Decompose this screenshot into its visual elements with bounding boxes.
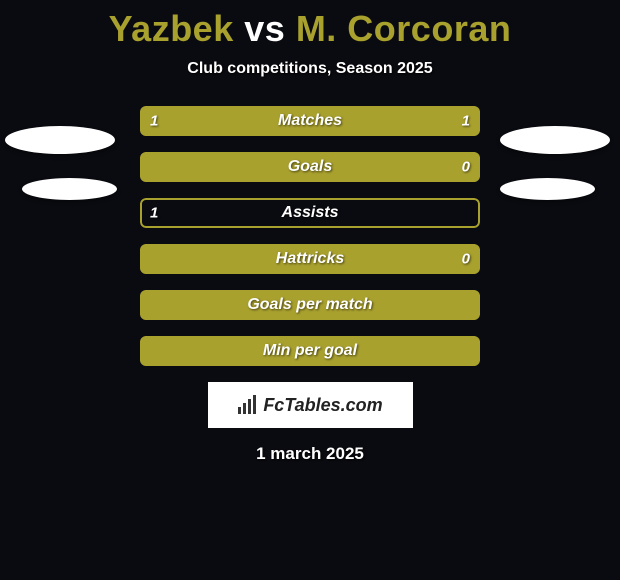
stat-label: Goals per match [247,296,372,314]
decorative-ellipse [22,178,117,200]
stat-value-left: 1 [150,113,158,130]
stat-label: Goals [288,158,332,176]
stat-label: Min per goal [263,342,357,360]
decorative-ellipse [500,126,610,154]
stat-row: Assists 1 [140,198,480,228]
stat-row: Matches 1 1 [140,106,480,136]
logo-box: FcTables.com [208,382,413,428]
decorative-ellipse [5,126,115,154]
chart-icon [237,395,259,415]
stat-value-right: 1 [462,113,470,130]
stat-label: Matches [278,112,342,130]
stat-label: Assists [282,204,339,222]
logo-text: FcTables.com [263,395,382,416]
stat-row: Goals 0 [140,152,480,182]
stat-bars: Matches 1 1 Goals 0 Assists 1 Hattricks 0 Goals p… [140,106,480,366]
stat-value-right: 0 [462,251,470,268]
date-label: 1 march 2025 [0,444,620,464]
page-title: Yazbek vs M. Corcoran [0,0,620,50]
stat-value-left: 1 [150,205,158,222]
decorative-ellipse [500,178,595,200]
player2-name: M. Corcoran [296,8,512,49]
player1-name: Yazbek [109,8,234,49]
stat-label: Hattricks [276,250,344,268]
stats-area: Matches 1 1 Goals 0 Assists 1 Hattricks 0 Goals p… [0,106,620,366]
stat-row: Goals per match [140,290,480,320]
stat-value-right: 0 [462,159,470,176]
stat-row: Min per goal [140,336,480,366]
stat-row: Hattricks 0 [140,244,480,274]
subtitle: Club competitions, Season 2025 [0,60,620,78]
vs-text: vs [244,8,285,49]
